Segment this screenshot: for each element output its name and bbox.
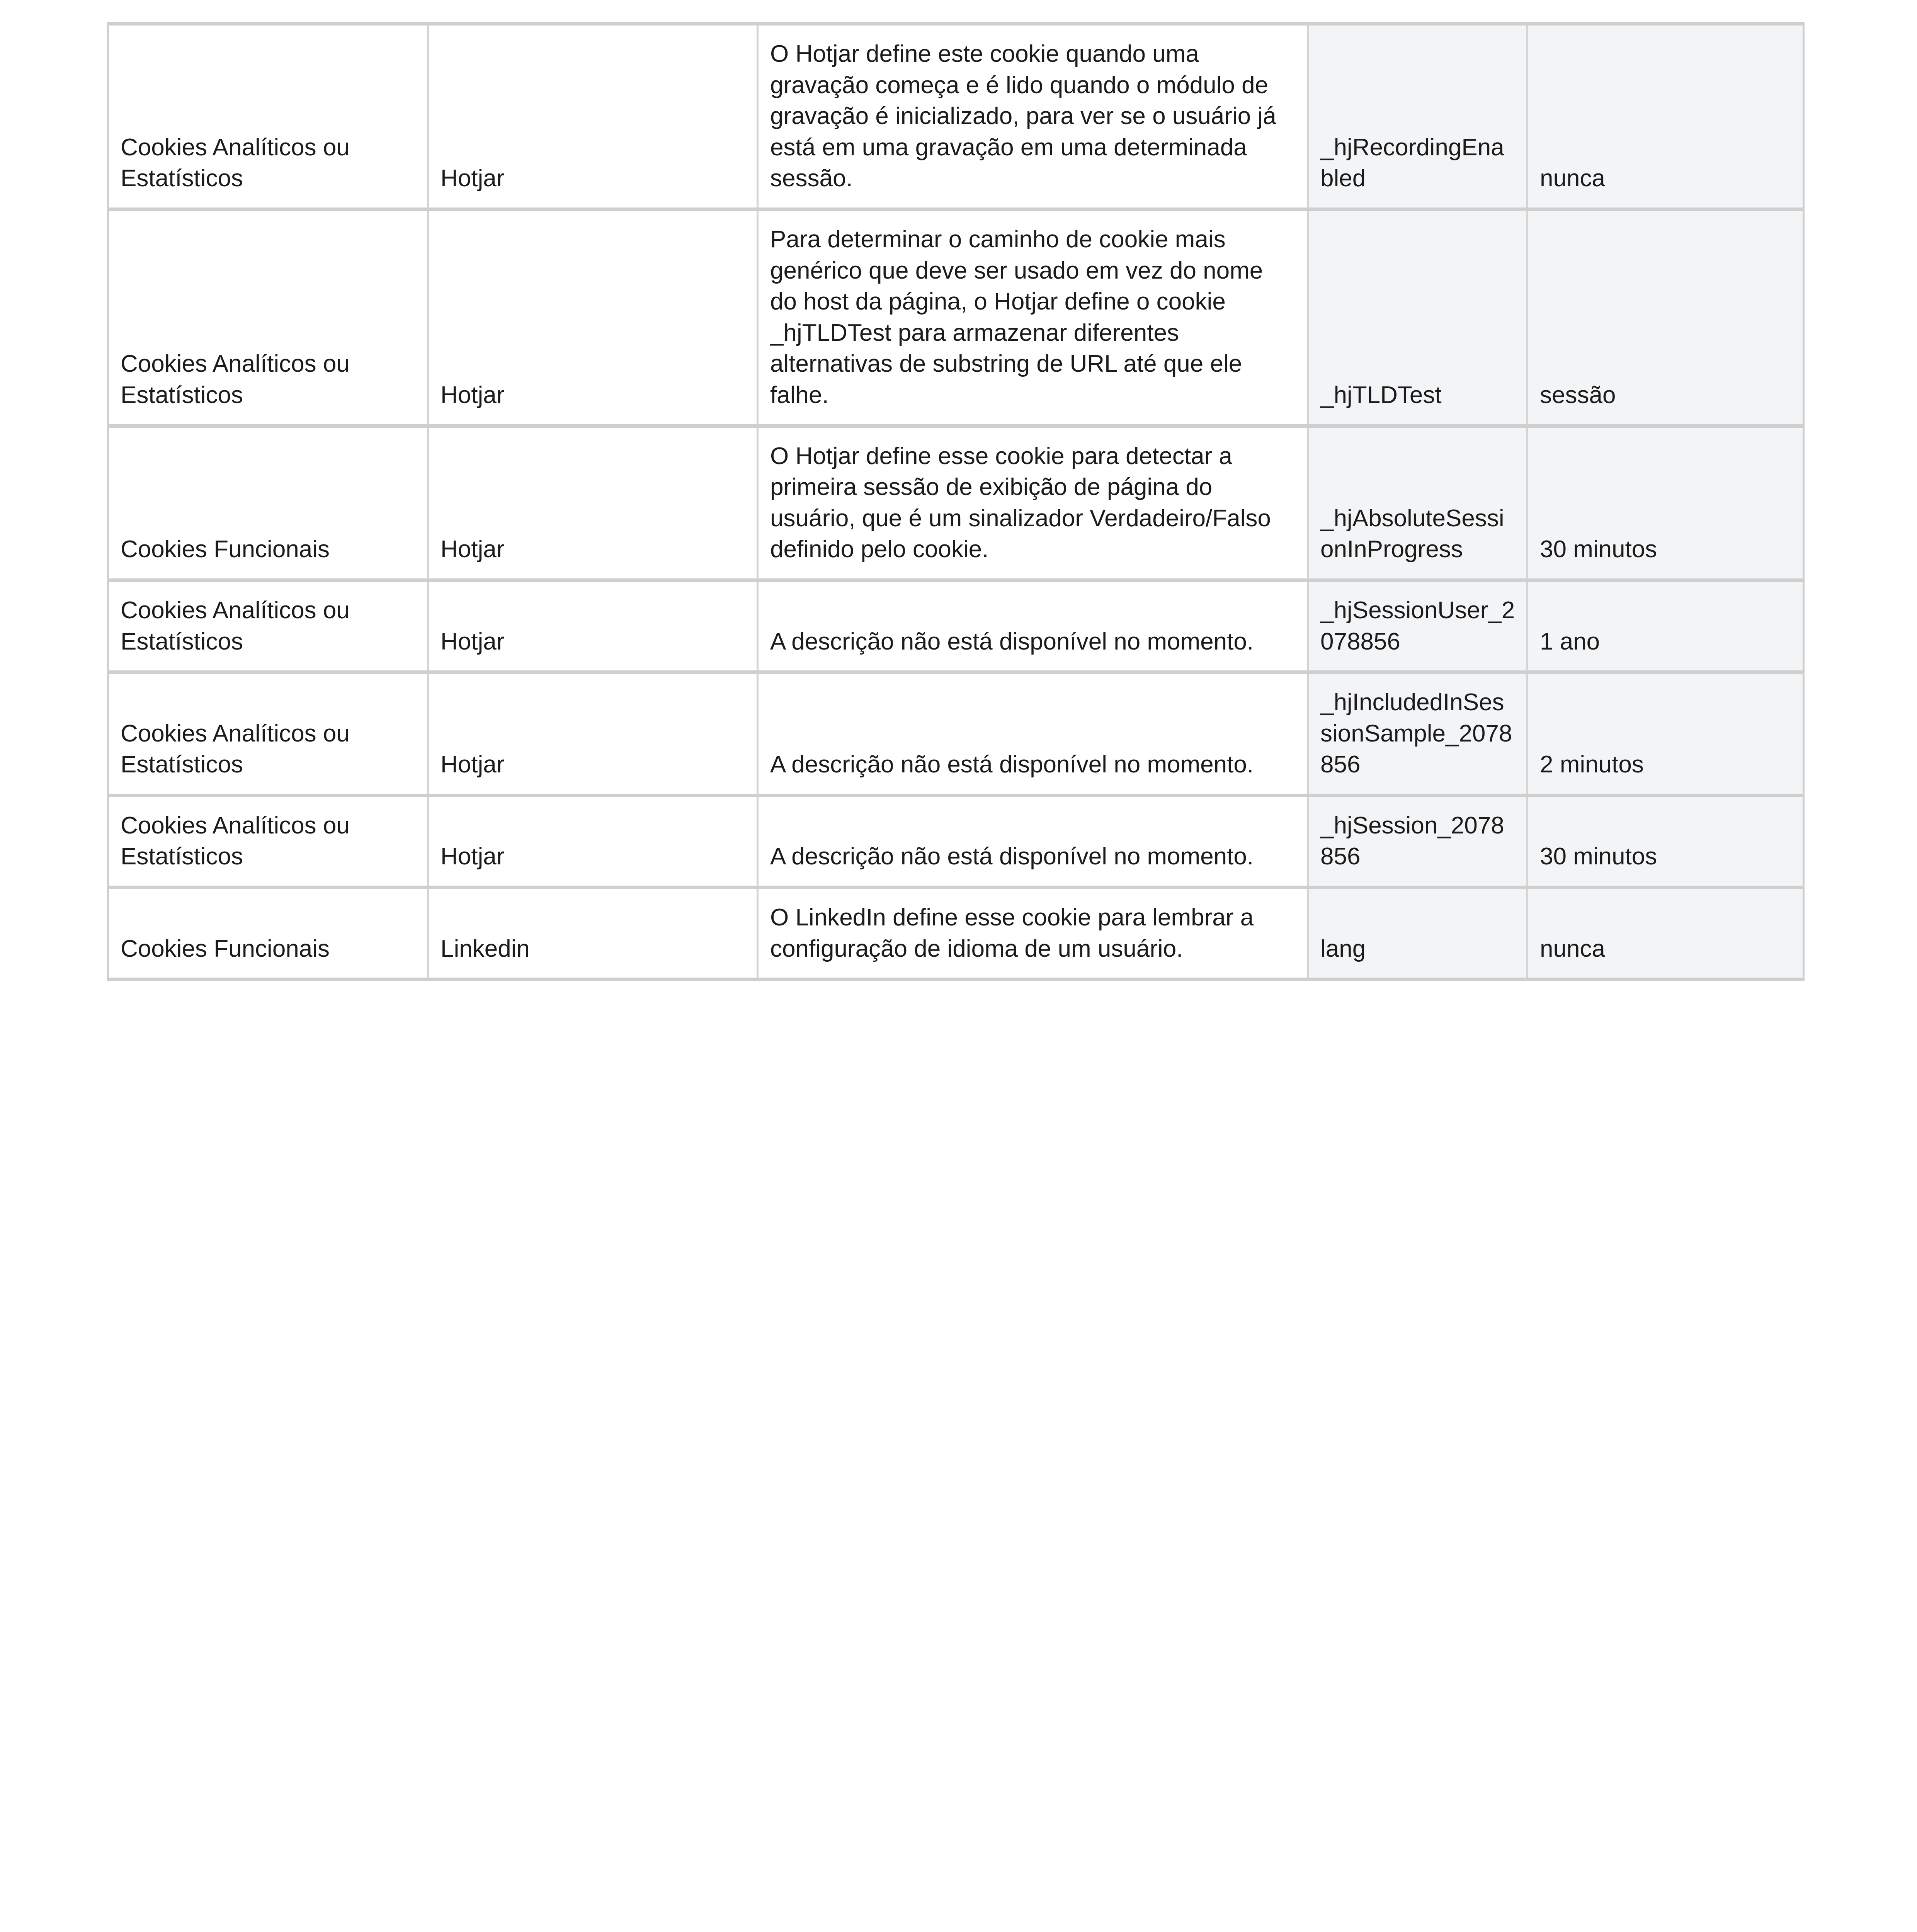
cell-cookie_name: _hjTLDTest xyxy=(1308,209,1528,426)
cell-provider: Linkedin xyxy=(428,887,759,980)
cookie-table-body: Cookies Analíticos ou Estatísticos Hotjar… xyxy=(108,24,1804,980)
cell-cookie_name: _hjRecordingEnabled xyxy=(1308,24,1528,209)
cell-category: Cookies Funcionais xyxy=(108,887,429,980)
table-row: Cookies Analíticos ou Estatísticos Hotjar… xyxy=(108,24,1804,209)
cell-category: Cookies Analíticos ou Estatísticos xyxy=(108,672,429,796)
cell-provider: Hotjar xyxy=(428,426,759,580)
cell-description: O Hotjar define esse cookie para detecta… xyxy=(757,426,1309,580)
table-row: Cookies Analíticos ou Estatísticos Hotjar… xyxy=(108,580,1804,672)
table-row: Cookies Analíticos ou Estatísticos Hotjar… xyxy=(108,795,1804,888)
cell-category: Cookies Analíticos ou Estatísticos xyxy=(108,795,429,888)
table-row: Cookies Analíticos ou Estatísticos Hotjar… xyxy=(108,209,1804,426)
cell-provider: Hotjar xyxy=(428,795,759,888)
cell-description: A descrição não está disponível no momen… xyxy=(757,672,1309,796)
cell-duration: 30 minutos xyxy=(1527,426,1804,580)
cell-category: Cookies Analíticos ou Estatísticos xyxy=(108,580,429,672)
cell-duration: 2 minutos xyxy=(1527,672,1804,796)
cookie-policy-table: Cookies Analíticos ou Estatísticos Hotjar… xyxy=(107,22,1805,981)
cookie-table-container: Cookies Analíticos ou Estatísticos Hotjar… xyxy=(107,22,1805,981)
cell-cookie_name: _hjAbsoluteSessionInProgress xyxy=(1308,426,1528,580)
cell-duration: nunca xyxy=(1527,24,1804,209)
cell-category: Cookies Analíticos ou Estatísticos xyxy=(108,209,429,426)
cell-description: Para determinar o caminho de cookie mais… xyxy=(757,209,1309,426)
cell-cookie_name: _hjSessionUser_2078856 xyxy=(1308,580,1528,672)
cell-provider: Hotjar xyxy=(428,209,759,426)
cell-description: O LinkedIn define esse cookie para lembr… xyxy=(757,887,1309,980)
cell-description: A descrição não está disponível no momen… xyxy=(757,580,1309,672)
cell-category: Cookies Funcionais xyxy=(108,426,429,580)
table-row: Cookies Funcionais Linkedin O LinkedIn def… xyxy=(108,887,1804,980)
cell-provider: Hotjar xyxy=(428,580,759,672)
cell-duration: 1 ano xyxy=(1527,580,1804,672)
table-row: Cookies Analíticos ou Estatísticos Hotjar… xyxy=(108,672,1804,796)
cell-provider: Hotjar xyxy=(428,672,759,796)
cell-description: O Hotjar define este cookie quando uma g… xyxy=(757,24,1309,209)
cell-cookie_name: _hjSession_2078856 xyxy=(1308,795,1528,888)
cell-duration: nunca xyxy=(1527,887,1804,980)
cell-provider: Hotjar xyxy=(428,24,759,209)
table-row: Cookies Funcionais Hotjar O Hotjar define … xyxy=(108,426,1804,580)
cell-cookie_name: lang xyxy=(1308,887,1528,980)
cell-category: Cookies Analíticos ou Estatísticos xyxy=(108,24,429,209)
cell-description: A descrição não está disponível no momen… xyxy=(757,795,1309,888)
cell-duration: sessão xyxy=(1527,209,1804,426)
cell-cookie_name: _hjIncludedInSessionSample_2078856 xyxy=(1308,672,1528,796)
cell-duration: 30 minutos xyxy=(1527,795,1804,888)
